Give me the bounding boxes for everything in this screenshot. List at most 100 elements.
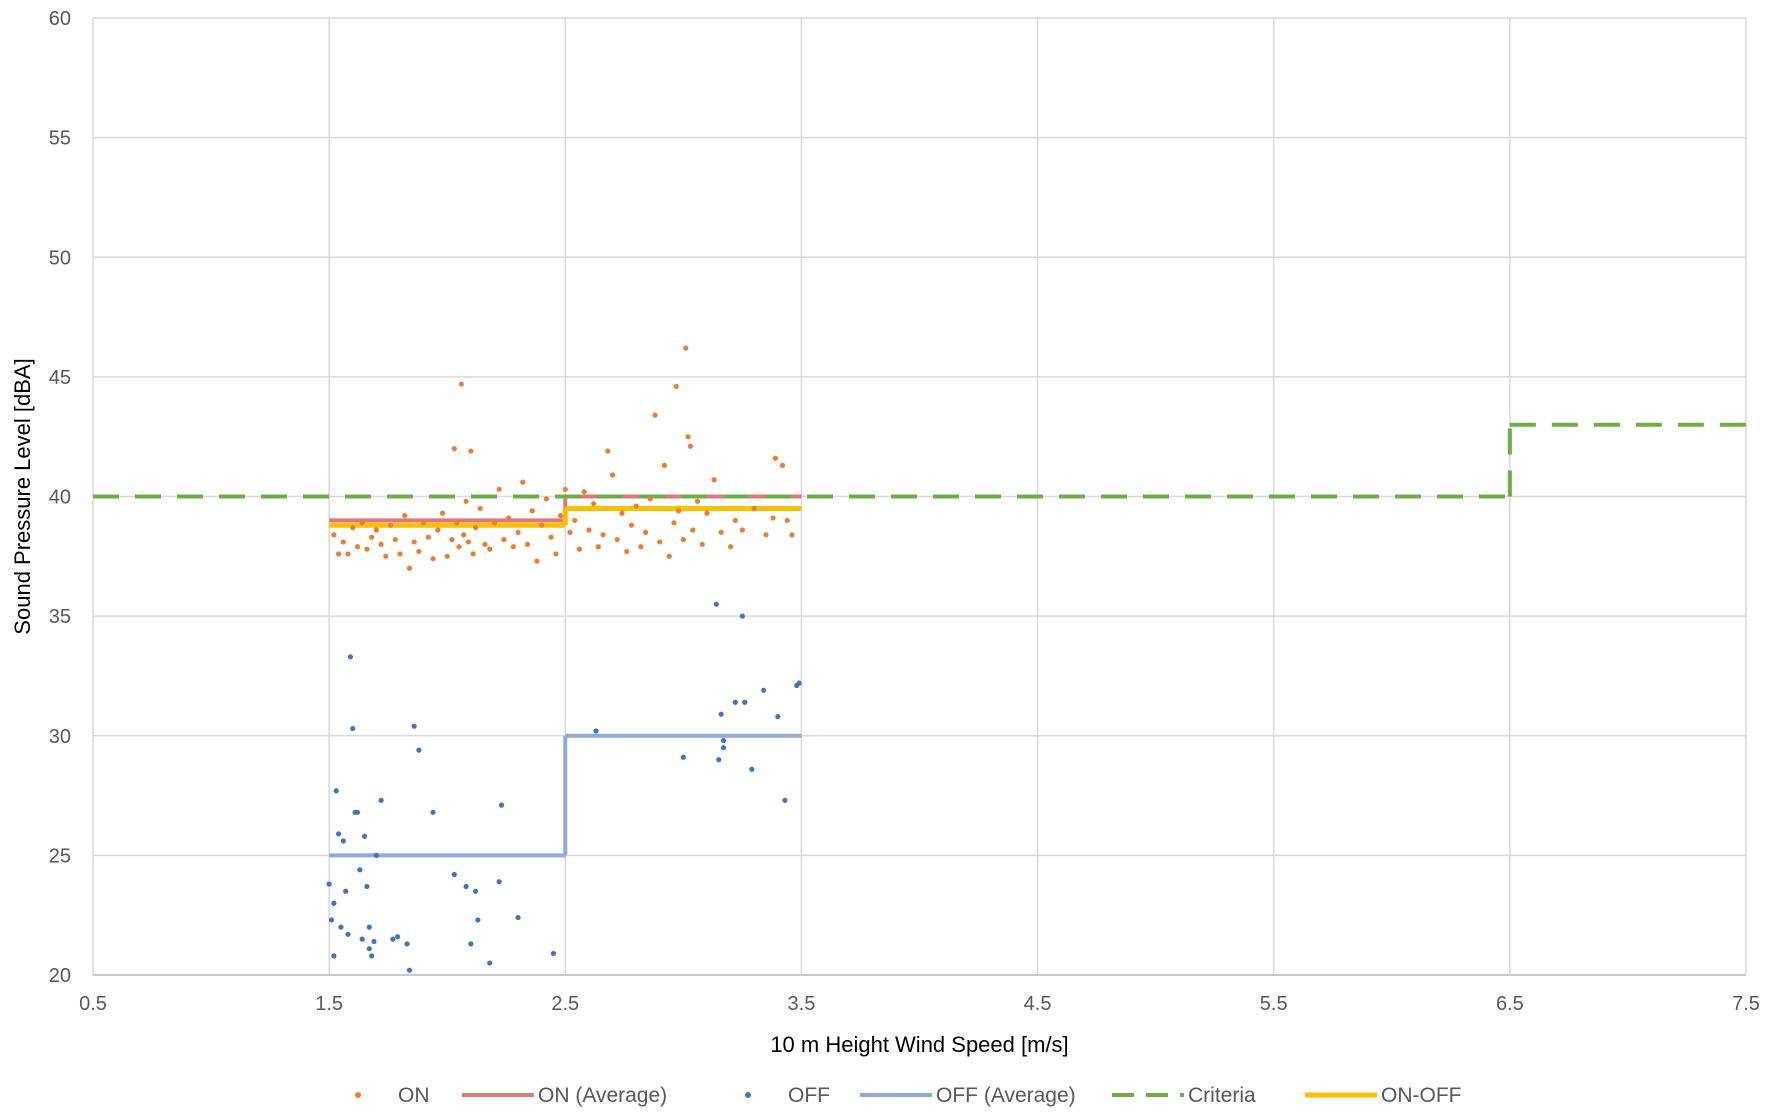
off-point: [739, 613, 745, 619]
on-point: [369, 534, 375, 540]
on-point: [350, 525, 356, 531]
off-point: [550, 950, 557, 957]
on-point: [425, 534, 431, 540]
on-point: [751, 505, 757, 512]
on-point: [666, 553, 672, 559]
on-point: [638, 544, 644, 550]
off-point: [371, 938, 377, 945]
x-tick-label: 1.5: [315, 993, 343, 1015]
on-point: [562, 486, 568, 492]
off-point: [718, 711, 724, 717]
y-tick-label: 25: [49, 845, 71, 867]
off-point: [451, 871, 457, 878]
off-point: [732, 699, 738, 705]
on-point: [359, 520, 365, 526]
on-point: [548, 534, 554, 540]
off-point: [468, 941, 474, 947]
off-point: [354, 809, 361, 815]
on-point: [661, 462, 668, 468]
y-tick-label: 30: [49, 726, 71, 748]
on-point: [687, 443, 694, 449]
on-point: [671, 520, 677, 526]
on-point: [595, 544, 601, 550]
series-criteria: [93, 422, 1746, 499]
on-point: [694, 498, 701, 504]
y-tick-label: 45: [49, 367, 71, 389]
on-point: [624, 548, 630, 555]
off-point: [720, 737, 727, 744]
legend: ON ON (Average) OFF OFF (Average) Criteria ON…: [355, 1084, 1461, 1107]
on-point: [784, 517, 790, 524]
on-point: [340, 539, 346, 545]
on-point: [465, 539, 472, 545]
x-tick-label: 6.5: [1496, 993, 1524, 1015]
on-point: [614, 536, 620, 543]
on-point: [739, 527, 745, 533]
on-point: [510, 544, 516, 550]
series-layer: [93, 345, 1746, 973]
on-point: [553, 551, 559, 557]
on-point: [600, 532, 606, 538]
on-point: [732, 517, 738, 524]
on-point: [633, 503, 639, 509]
off-point: [782, 797, 788, 803]
off-point: [331, 953, 337, 959]
off-point: [347, 654, 353, 660]
y-tick-label: 40: [49, 487, 71, 509]
on-point: [581, 489, 587, 495]
off-point: [498, 802, 505, 808]
on-point: [487, 546, 493, 552]
on-point: [383, 553, 389, 559]
on-point: [557, 513, 564, 519]
x-tick-label: 5.5: [1260, 993, 1288, 1015]
on-point: [572, 517, 578, 524]
off-point: [475, 917, 481, 923]
legend-label-off: OFF: [788, 1084, 830, 1107]
off-point: [406, 967, 413, 973]
legend-label-on-off: ON-OFF: [1381, 1084, 1461, 1107]
on-point: [458, 381, 464, 387]
on-point: [477, 505, 483, 512]
off-point: [335, 831, 342, 837]
off-point: [680, 754, 686, 760]
legend-label-on-average: ON (Average): [538, 1084, 667, 1107]
legend-label-criteria: Criteria: [1188, 1084, 1256, 1107]
on-point: [354, 544, 361, 550]
series-on: [331, 345, 795, 571]
off-point: [720, 745, 727, 751]
on-point: [402, 513, 408, 519]
off-point: [404, 941, 410, 947]
series-off-average: [329, 733, 802, 858]
on-point: [387, 522, 394, 528]
on-point: [591, 501, 597, 507]
on-point: [704, 510, 710, 516]
off-point: [350, 725, 356, 732]
on-point: [482, 541, 488, 547]
on-point: [491, 520, 498, 526]
on-point: [609, 472, 616, 478]
on-point: [763, 532, 769, 538]
x-tick-label: 2.5: [551, 993, 579, 1015]
off-point: [366, 924, 372, 930]
on-point: [567, 529, 573, 535]
on-point: [647, 496, 653, 502]
off-point: [761, 687, 767, 693]
on-point: [449, 536, 455, 543]
off-point: [340, 838, 346, 844]
off-point: [326, 881, 332, 887]
on-point: [463, 498, 469, 504]
on-point: [524, 541, 531, 547]
off-point: [496, 879, 502, 885]
on-point: [373, 527, 379, 533]
series-on-off: [329, 505, 802, 528]
on-point: [444, 553, 450, 559]
off-point: [333, 788, 339, 794]
on-point: [392, 536, 398, 543]
on-point: [529, 508, 535, 514]
on-point: [770, 515, 776, 521]
on-point: [605, 448, 611, 454]
off-point: [395, 934, 401, 940]
on-point: [539, 522, 545, 528]
on-point: [520, 479, 526, 485]
off-point: [343, 888, 349, 894]
